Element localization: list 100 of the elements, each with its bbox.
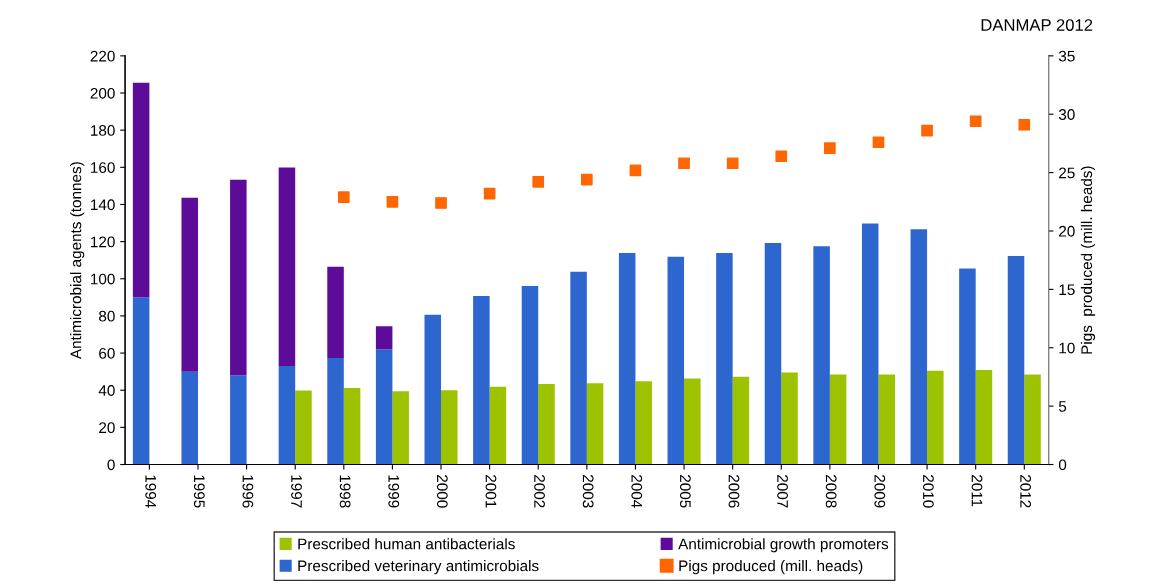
y2-tick-label: 15 — [1059, 284, 1075, 296]
bar — [1007, 256, 1025, 465]
x-tick-label: 1996 — [242, 475, 254, 508]
bar — [375, 349, 393, 465]
x-tick-label: 2002 — [534, 475, 545, 508]
bar — [586, 383, 604, 465]
bar — [132, 297, 150, 465]
bar — [343, 387, 361, 465]
y-tick-label: 120 — [91, 236, 115, 248]
point — [337, 191, 350, 203]
point — [824, 142, 836, 154]
point — [386, 195, 399, 208]
bar — [861, 223, 879, 465]
y-axis-title: Antimicrobial agents (tonnes) — [70, 162, 85, 360]
x-tick-label: 1998 — [339, 475, 351, 508]
legend-label: Pigs produced (mill. heads) — [679, 560, 863, 575]
bar — [975, 369, 993, 465]
point — [872, 136, 885, 149]
point — [726, 157, 739, 170]
y-tick-label: 100 — [91, 273, 115, 285]
y-tick-label: 0 — [107, 459, 115, 471]
x-tick-label: 2012 — [1020, 475, 1032, 508]
bar — [230, 375, 247, 465]
bar — [878, 374, 895, 465]
x-tick-label: 1999 — [388, 475, 400, 508]
x-tick-label: 2001 — [485, 475, 497, 508]
x-tick-label: 2003 — [582, 475, 594, 508]
y2-tick-label: 10 — [1059, 342, 1075, 354]
point — [629, 164, 642, 177]
bar — [813, 246, 830, 465]
bar — [295, 390, 312, 465]
y-tick-label: 220 — [90, 50, 115, 62]
bar — [538, 384, 555, 465]
bar — [424, 314, 442, 465]
bar — [230, 179, 247, 376]
x-tick-label: 2006 — [728, 475, 740, 508]
y-tick-label: 200 — [90, 87, 115, 99]
bar — [132, 82, 150, 298]
point — [921, 124, 933, 137]
point — [678, 157, 690, 170]
bar — [392, 391, 409, 465]
bar — [684, 378, 701, 465]
bar — [667, 256, 685, 465]
x-tick-label: 2011 — [971, 475, 983, 507]
point — [1018, 118, 1031, 131]
bar — [716, 252, 733, 465]
y2-tick-label: 20 — [1059, 225, 1075, 237]
bar — [327, 357, 344, 465]
bar — [441, 390, 458, 465]
point — [969, 115, 982, 128]
x-tick-label: 2009 — [874, 475, 886, 508]
x-tick-label: 1995 — [193, 475, 205, 508]
y-tick-label: 40 — [98, 385, 115, 396]
x-tick-label: 1994 — [145, 475, 157, 508]
y-tick-label: 180 — [91, 125, 115, 136]
x-tick-label: 2010 — [922, 475, 934, 508]
bar — [781, 372, 798, 465]
y2-tick-label: 5 — [1058, 401, 1067, 412]
y-tick-label: 160 — [91, 162, 115, 173]
x-tick-label: 2008 — [825, 475, 837, 508]
y-tick-label: 140 — [91, 199, 115, 211]
y2-tick-label: 35 — [1058, 50, 1075, 62]
bar — [375, 326, 393, 350]
x-tick-label: 2000 — [436, 475, 448, 508]
bar — [635, 381, 652, 465]
point — [435, 197, 447, 209]
bar — [570, 271, 587, 465]
legend-label: Prescribed human antibacterials — [298, 538, 515, 550]
y2-tick-label: 0 — [1058, 459, 1067, 471]
bar — [618, 252, 636, 465]
bar — [829, 374, 847, 465]
y2-tick-label: 25 — [1059, 167, 1075, 179]
point — [483, 187, 496, 200]
x-tick-label: 2005 — [679, 475, 691, 508]
bar — [278, 366, 296, 465]
legend-label: Prescribed veterinary antimicrobials — [298, 560, 539, 575]
bar — [473, 296, 490, 465]
bar — [181, 371, 198, 465]
point — [580, 173, 593, 186]
point — [775, 150, 788, 163]
x-tick-label: 2004 — [631, 475, 643, 508]
bar — [959, 268, 976, 465]
bar — [278, 167, 296, 367]
y2-tick-label: 30 — [1058, 109, 1075, 120]
bar — [764, 243, 782, 465]
y-tick-label: 80 — [99, 310, 115, 322]
text: DANMAP 2012 — [981, 19, 1093, 31]
bar — [732, 376, 750, 465]
y-tick-label: 20 — [99, 422, 115, 434]
bar — [927, 370, 944, 465]
bar — [327, 266, 344, 358]
point — [532, 176, 545, 188]
x-tick-label: 2007 — [777, 475, 788, 508]
bar — [181, 197, 198, 372]
y2-axis-title: Pigs produced (mill. heads) — [1080, 166, 1096, 354]
bar — [1024, 374, 1041, 465]
x-tick-label: 1997 — [291, 475, 302, 508]
bar — [521, 286, 539, 465]
bar — [489, 386, 507, 465]
y-tick-label: 60 — [99, 347, 115, 359]
